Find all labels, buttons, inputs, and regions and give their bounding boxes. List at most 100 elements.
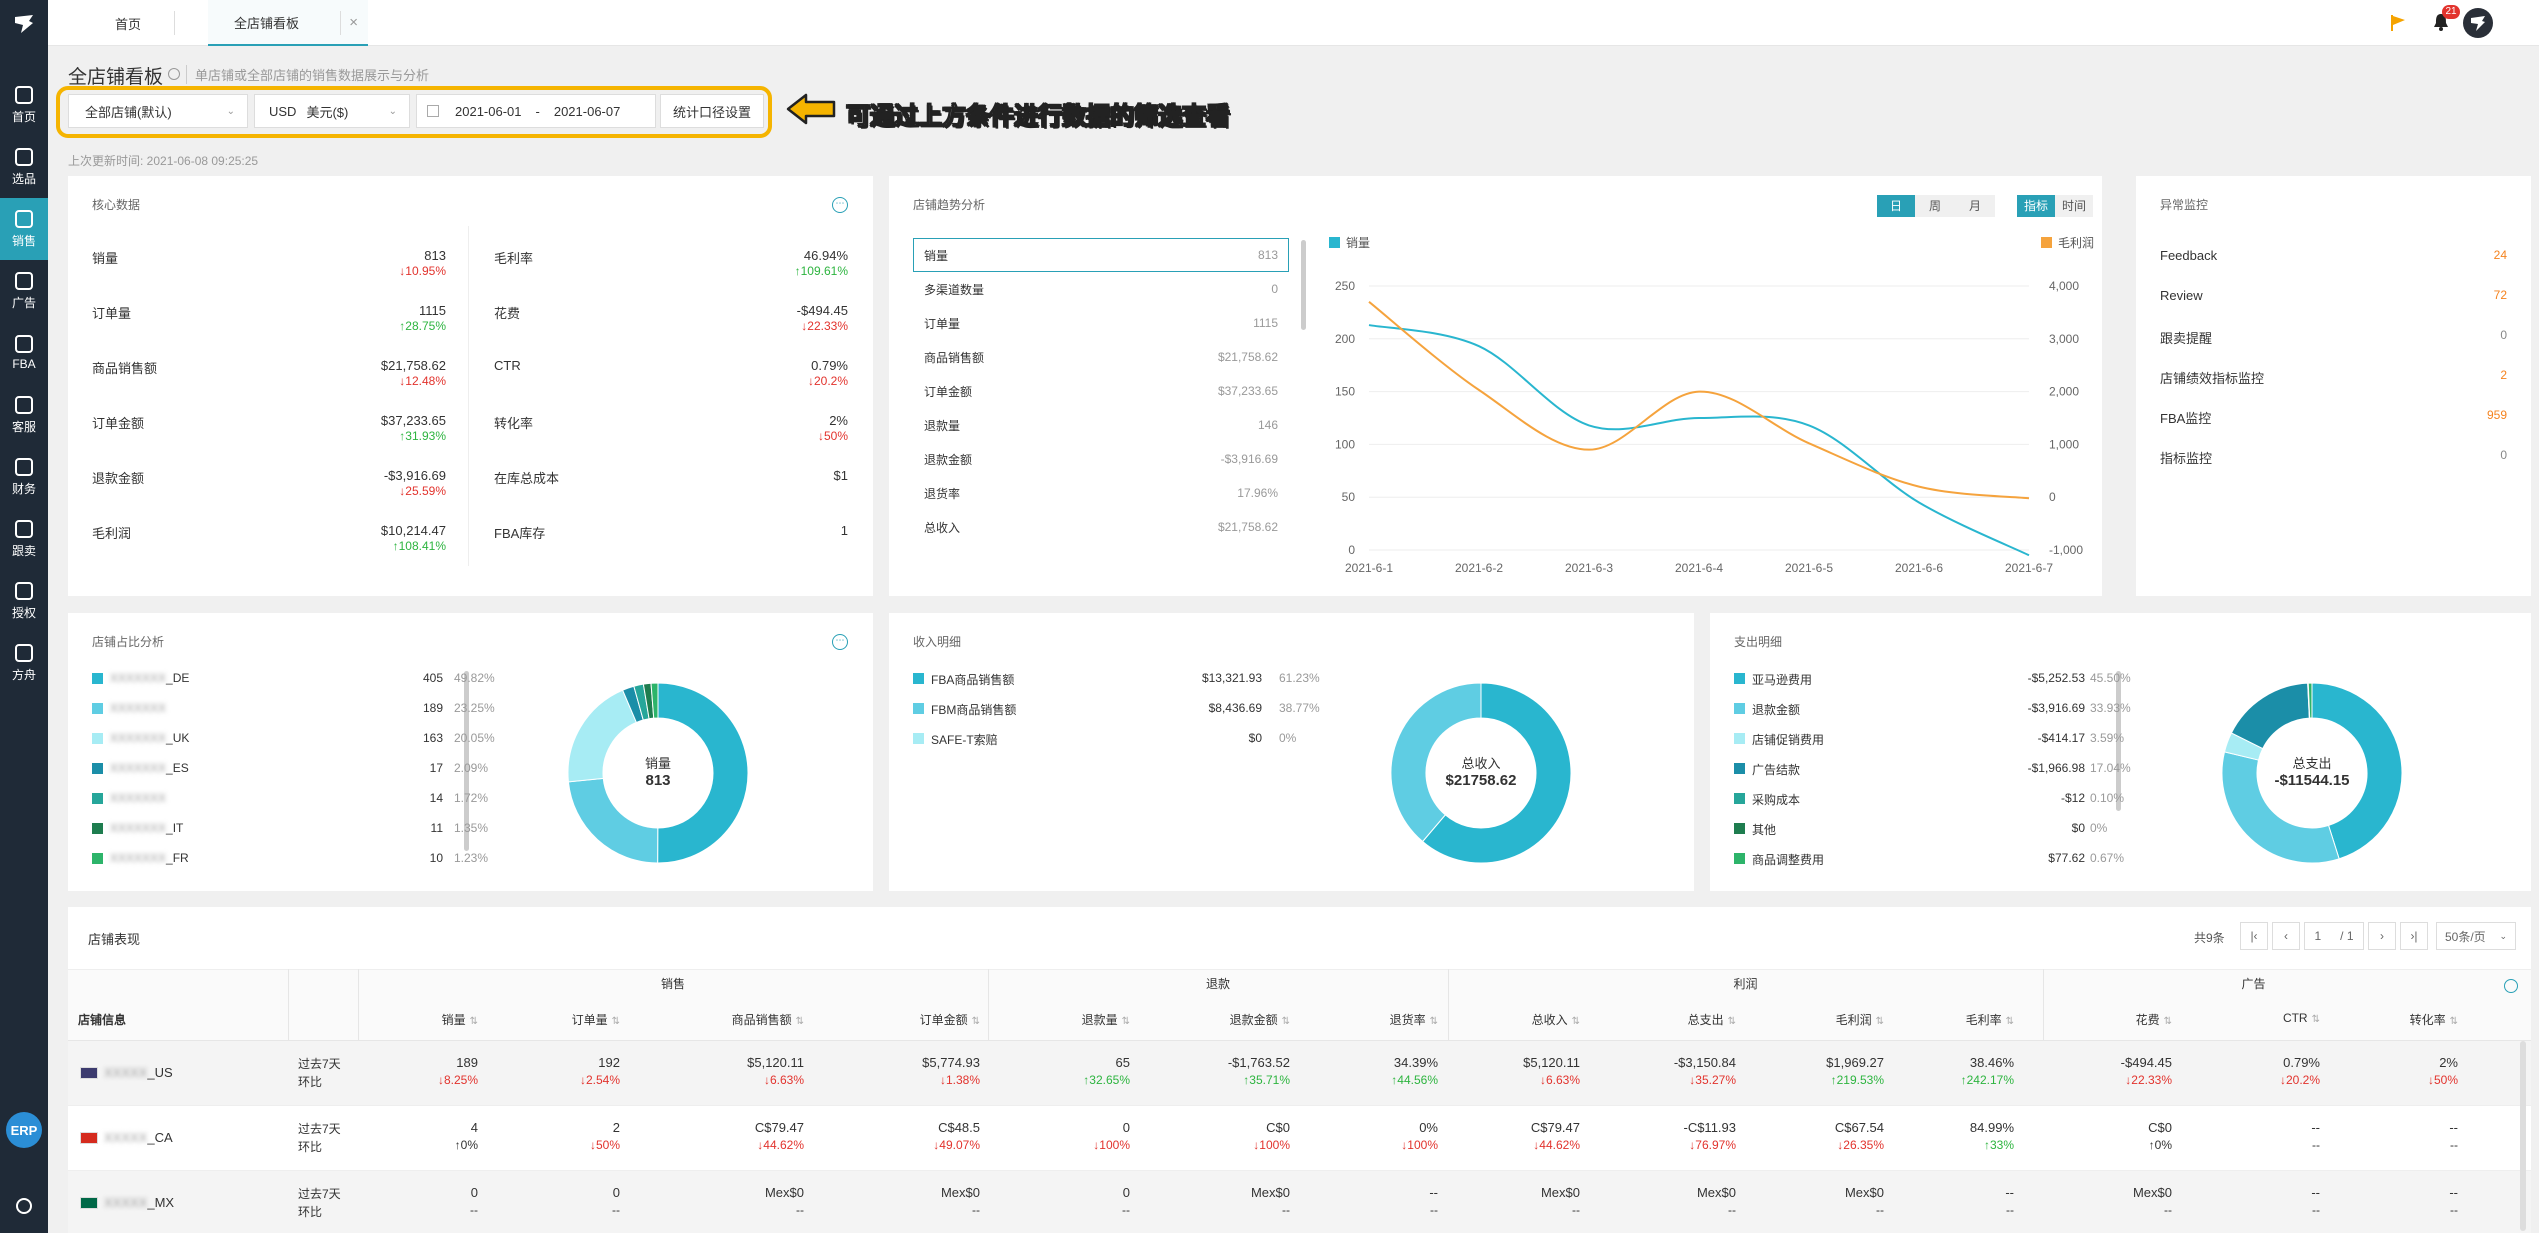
table-column-header[interactable]: 销量 ⇅ — [442, 1011, 478, 1028]
sort-icon[interactable]: ⇅ — [1121, 1016, 1130, 1027]
next-page-button[interactable]: › — [2368, 922, 2396, 950]
table-column-header[interactable]: 退款金额 ⇅ — [1230, 1011, 1290, 1028]
donut-slice[interactable] — [2307, 682, 2313, 719]
donut-slice[interactable] — [567, 777, 659, 864]
sort-icon[interactable]: ⇅ — [971, 1016, 980, 1027]
anomaly-item-value[interactable]: 24 — [2493, 248, 2507, 262]
table-column-header[interactable]: CTR ⇅ — [2283, 1011, 2320, 1025]
info-icon[interactable] — [168, 68, 180, 80]
erp-badge[interactable]: ERP — [6, 1112, 42, 1148]
sort-icon[interactable]: ⇅ — [611, 1016, 620, 1027]
more-icon[interactable]: ⋯ — [832, 197, 848, 213]
metric-list-item[interactable]: 退款金额 -$3,916.69 — [913, 442, 1289, 476]
anomaly-item-label[interactable]: FBA监控 — [2160, 411, 2212, 426]
donut-slice[interactable] — [2221, 751, 2340, 864]
metric-list-item[interactable]: 总收入 $21,758.62 — [913, 510, 1289, 544]
store-name[interactable]: XXXXX_MX — [104, 1195, 174, 1210]
donut-slice[interactable] — [657, 682, 749, 864]
sort-icon[interactable]: ⇅ — [2005, 1016, 2014, 1027]
table-column-header[interactable]: 花费 ⇅ — [2136, 1011, 2172, 1028]
table-column-header[interactable]: 总支出 ⇅ — [1688, 1011, 1736, 1028]
anomaly-item-label[interactable]: 店铺绩效指标监控 — [2160, 371, 2265, 386]
sort-icon[interactable]: ⇅ — [1875, 1016, 1884, 1027]
store-name[interactable]: XXXXX_CA — [104, 1130, 173, 1145]
anomaly-item-label[interactable]: Review — [2160, 288, 2203, 303]
tab-store-dashboard[interactable]: 全店铺看板 × — [208, 0, 368, 46]
sidebar-item-5[interactable]: 客服 — [0, 384, 48, 446]
page-input[interactable]: 1 / 1 — [2304, 922, 2364, 950]
user-avatar[interactable] — [2463, 8, 2493, 38]
expense-list-scrollbar[interactable] — [2116, 671, 2121, 811]
metric-list-item[interactable]: 退款量 146 — [913, 408, 1289, 442]
metric-list-item[interactable]: 多渠道数量 0 — [913, 272, 1289, 306]
anomaly-item-value[interactable]: 2 — [2500, 368, 2507, 382]
sidebar-item-8[interactable]: 授权 — [0, 570, 48, 632]
table-column-header[interactable]: 商品销售额 ⇅ — [732, 1011, 804, 1028]
metric-list-item[interactable]: 商品销售额 $21,758.62 — [913, 340, 1289, 374]
share-list-scrollbar[interactable] — [464, 671, 469, 851]
anomaly-item-value[interactable]: 959 — [2486, 408, 2507, 422]
sidebar-item-9[interactable]: 方舟 — [0, 632, 48, 694]
sidebar-item-7[interactable]: 跟卖 — [0, 508, 48, 570]
flag-icon[interactable] — [2390, 14, 2406, 35]
mode-time-button[interactable]: 时间 — [2055, 195, 2093, 217]
first-page-button[interactable]: |‹ — [2240, 922, 2268, 950]
tab-home[interactable]: 首页 — [98, 0, 158, 46]
close-icon[interactable]: × — [349, 13, 358, 31]
table-column-header[interactable]: 退款量 ⇅ — [1082, 1011, 1130, 1028]
sidebar-item-0[interactable]: 首页 — [0, 74, 48, 136]
anomaly-item-label[interactable]: Feedback — [2160, 248, 2218, 263]
period-day-button[interactable]: 日 — [1877, 195, 1915, 217]
metric-list-item[interactable]: 退货率 17.96% — [913, 476, 1289, 510]
more-icon[interactable]: ⋯ — [832, 634, 848, 650]
currency-select[interactable]: USD 美元($) ⌄ — [254, 94, 410, 128]
caliber-settings-button[interactable]: 统计口径设置 — [660, 94, 764, 128]
anomaly-item-label[interactable]: 指标监控 — [2160, 451, 2213, 466]
sort-icon[interactable]: ⇅ — [2449, 1016, 2458, 1027]
table-column-header[interactable]: 退货率 ⇅ — [1390, 1011, 1438, 1028]
sort-icon[interactable]: ⇅ — [795, 1016, 804, 1027]
prev-page-button[interactable]: ‹ — [2272, 922, 2300, 950]
date-range-picker[interactable]: 2021-06-01 - 2021-06-07 — [416, 94, 656, 128]
sort-icon[interactable]: ⇅ — [1727, 1016, 1736, 1027]
donut-slice[interactable] — [2230, 682, 2310, 750]
page-size-select[interactable]: 50条/页 ⌄ — [2436, 922, 2516, 950]
metric-list-item[interactable]: 订单量 1115 — [913, 306, 1289, 340]
metric-list-item[interactable]: 销量 813 — [913, 238, 1289, 272]
store-select[interactable]: 全部店铺(默认) ⌄ — [68, 94, 248, 128]
last-page-button[interactable]: ›| — [2400, 922, 2428, 950]
table-scrollbar[interactable] — [2520, 1041, 2526, 1231]
anomaly-item-value[interactable]: 0 — [2500, 328, 2507, 342]
sort-icon[interactable]: ⇅ — [1281, 1016, 1290, 1027]
period-week-button[interactable]: 周 — [1915, 195, 1955, 217]
donut-slice[interactable] — [650, 682, 659, 719]
sort-icon[interactable]: ⇅ — [2163, 1016, 2172, 1027]
table-column-header[interactable]: 总收入 ⇅ — [1532, 1011, 1580, 1028]
logo-icon[interactable] — [0, 0, 48, 48]
store-name[interactable]: XXXXX_US — [104, 1065, 173, 1080]
donut-slice[interactable] — [2311, 682, 2403, 860]
table-row[interactable]: XXXXX_MX 过去7天 环比 0 -- 0 -- Mex$0 -- Mex$0 -- 0 -- Mex… — [68, 1171, 2531, 1233]
sidebar-item-4[interactable]: FBA — [0, 322, 48, 384]
table-column-header[interactable]: 订单量 ⇅ — [572, 1011, 620, 1028]
donut-slice[interactable] — [1421, 682, 1572, 864]
settings-icon[interactable] — [16, 1198, 32, 1214]
sidebar-item-1[interactable]: 选品 — [0, 136, 48, 198]
period-month-button[interactable]: 月 — [1955, 195, 1995, 217]
mode-metric-button[interactable]: 指标 — [2017, 195, 2055, 217]
table-column-header[interactable]: 毛利率 ⇅ — [1966, 1011, 2014, 1028]
more-icon[interactable] — [2504, 979, 2518, 993]
metric-list-item[interactable]: 订单金额 $37,233.65 — [913, 374, 1289, 408]
table-row[interactable]: XXXXX_US 过去7天 环比 189 ↓8.25% 192 ↓2.54% $5,120.1… — [68, 1041, 2531, 1106]
donut-slice[interactable] — [1390, 682, 1482, 843]
sidebar-item-6[interactable]: 财务 — [0, 446, 48, 508]
sort-icon[interactable]: ⇅ — [1571, 1016, 1580, 1027]
table-column-header[interactable]: 毛利润 ⇅ — [1836, 1011, 1884, 1028]
sidebar-item-3[interactable]: 广告 — [0, 260, 48, 322]
table-column-header[interactable]: 转化率 ⇅ — [2410, 1011, 2458, 1028]
anomaly-item-value[interactable]: 72 — [2493, 288, 2507, 302]
sidebar-item-2[interactable]: 销售 — [0, 198, 48, 260]
sort-icon[interactable]: ⇅ — [1429, 1016, 1438, 1027]
anomaly-item-value[interactable]: 0 — [2500, 448, 2507, 462]
anomaly-item-label[interactable]: 跟卖提醒 — [2160, 331, 2213, 346]
